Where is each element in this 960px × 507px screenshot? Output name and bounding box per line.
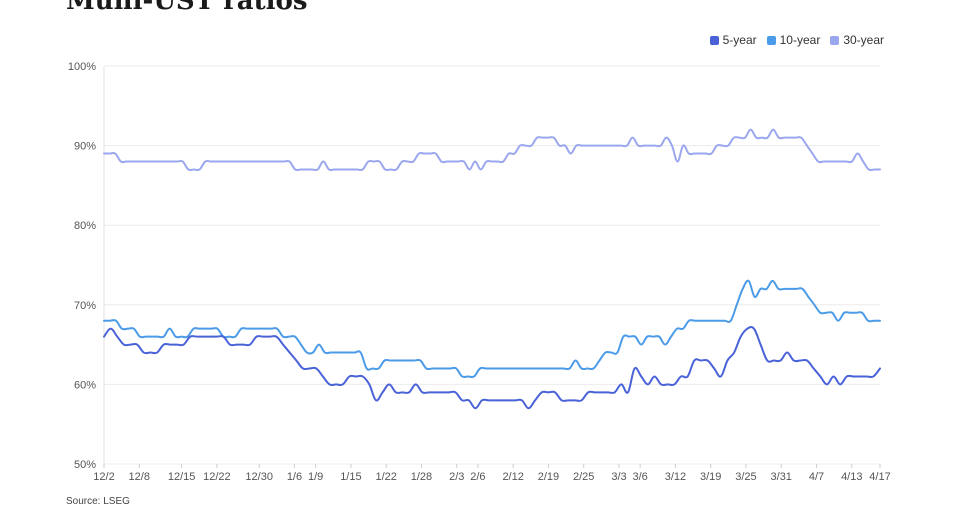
y-tick-label: 80% [74, 220, 96, 232]
y-tick-label: 60% [74, 379, 96, 391]
x-tick-label: 3/3 [611, 471, 626, 483]
y-tick-label: 90% [74, 141, 96, 153]
legend-item-30-year[interactable]: 30-year [830, 33, 884, 47]
x-tick-label: 4/7 [809, 471, 824, 483]
legend-swatch-5-year [709, 35, 719, 45]
x-tick-label: 3/19 [700, 471, 721, 483]
legend-label-30-year: 30-year [843, 33, 884, 47]
x-tick-label: 3/25 [735, 471, 756, 483]
x-axis: 12/2 12/8 12/15 12/22 12/30 1/6 1/9 1/15 1/22 1/2… [93, 464, 891, 483]
y-tick-label: 50% [74, 459, 96, 471]
legend: 5-year 10-year 30-year [709, 33, 884, 47]
x-tick-label: 3/12 [665, 471, 686, 483]
x-tick-label: 12/22 [203, 471, 231, 483]
legend-label-5-year: 5-year [722, 33, 757, 47]
x-tick-label: 2/12 [502, 471, 523, 483]
x-tick-label: 4/13 [841, 471, 862, 483]
x-tick-label: 1/15 [340, 471, 361, 483]
x-tick-label: 12/8 [129, 471, 150, 483]
y-tick-label: 100% [68, 61, 96, 73]
legend-swatch-10-year [766, 35, 776, 45]
y-tick-label: 70% [74, 300, 96, 312]
x-tick-label: 1/28 [411, 471, 432, 483]
y-axis: 100% 90% 80% 70% 60% 50% [68, 61, 105, 471]
x-tick-label: 2/3 [449, 471, 464, 483]
source-note: Source: LSEG [66, 496, 130, 507]
series-line-10-year[interactable] [103, 279, 881, 379]
x-tick-label: 12/15 [168, 471, 196, 483]
series-lines [103, 128, 881, 410]
x-tick-label: 4/17 [869, 471, 890, 483]
legend-swatch-30-year [830, 35, 840, 45]
x-tick-label: 1/6 [287, 471, 302, 483]
x-tick-label: 12/30 [245, 471, 273, 483]
x-tick-label: 2/19 [538, 471, 559, 483]
x-tick-label: 3/31 [771, 471, 792, 483]
gridlines [104, 65, 880, 465]
x-tick-label: 1/9 [308, 471, 323, 483]
x-tick-label: 3/6 [632, 471, 647, 483]
legend-label-10-year: 10-year [779, 33, 821, 47]
x-tick-label: 2/6 [470, 471, 485, 483]
series-line-30-year[interactable] [103, 128, 881, 172]
series-line-5-year[interactable] [103, 326, 881, 410]
legend-item-10-year[interactable]: 10-year [766, 33, 821, 47]
legend-item-5-year[interactable]: 5-year [709, 33, 757, 47]
x-tick-label: 1/22 [375, 471, 396, 483]
chart-title: Muni-UST ratios [66, 0, 308, 16]
x-tick-label: 2/25 [573, 471, 594, 483]
x-tick-label: 12/2 [93, 471, 114, 483]
